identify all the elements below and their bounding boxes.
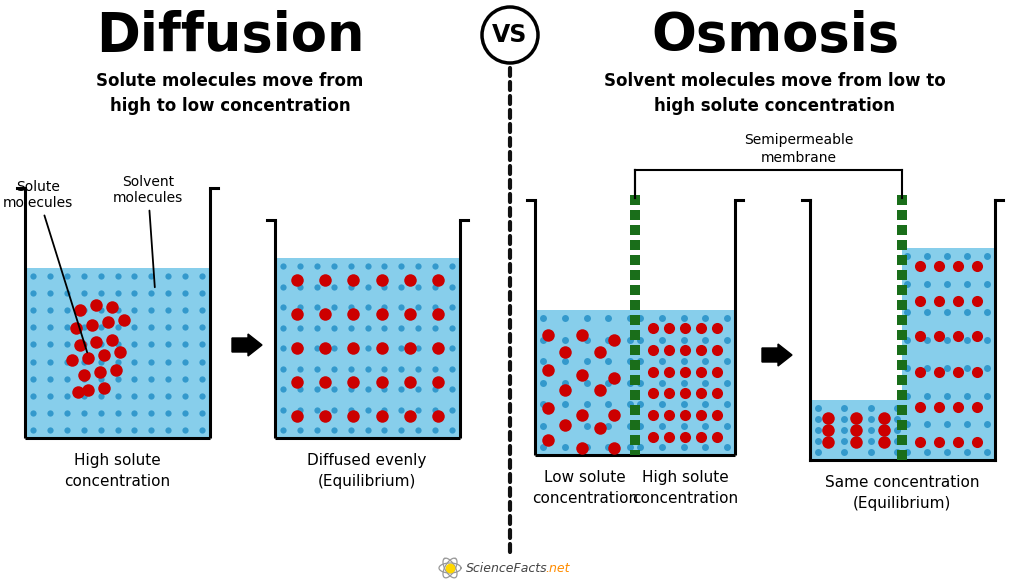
Bar bbox=[630, 210, 640, 220]
Bar bbox=[897, 315, 907, 325]
Polygon shape bbox=[811, 400, 902, 459]
Text: Diffusion: Diffusion bbox=[96, 10, 365, 62]
Bar bbox=[897, 390, 907, 400]
Text: .net: .net bbox=[545, 562, 569, 574]
Bar bbox=[630, 450, 640, 455]
Bar bbox=[897, 210, 907, 220]
Bar bbox=[630, 390, 640, 400]
Text: Same concentration
(Equilibrium): Same concentration (Equilibrium) bbox=[824, 475, 979, 511]
Polygon shape bbox=[276, 258, 459, 437]
Bar bbox=[897, 195, 907, 205]
Bar bbox=[897, 225, 907, 235]
Bar bbox=[897, 330, 907, 340]
Bar bbox=[630, 420, 640, 430]
Bar bbox=[630, 285, 640, 295]
Bar bbox=[630, 225, 640, 235]
Bar bbox=[630, 255, 640, 265]
Text: Semipermeable
membrane: Semipermeable membrane bbox=[743, 133, 853, 165]
Text: Osmosis: Osmosis bbox=[651, 10, 899, 62]
Bar bbox=[897, 285, 907, 295]
Bar bbox=[630, 405, 640, 415]
Bar bbox=[630, 345, 640, 355]
Bar bbox=[630, 330, 640, 340]
Polygon shape bbox=[537, 310, 734, 454]
Text: Solvent
molecules: Solvent molecules bbox=[113, 175, 183, 287]
Bar bbox=[630, 195, 640, 205]
Text: Diffused evenly
(Equilibrium): Diffused evenly (Equilibrium) bbox=[307, 453, 427, 489]
Bar bbox=[630, 300, 640, 310]
Text: Solute
molecules: Solute molecules bbox=[3, 180, 87, 352]
Text: Solute molecules move from
high to low concentration: Solute molecules move from high to low c… bbox=[96, 72, 364, 115]
Text: High solute
concentration: High solute concentration bbox=[63, 453, 170, 489]
Text: Low solute
concentration: Low solute concentration bbox=[531, 470, 638, 506]
Bar bbox=[897, 240, 907, 250]
Bar bbox=[630, 315, 640, 325]
Bar bbox=[897, 435, 907, 445]
Bar bbox=[630, 435, 640, 445]
Text: ScienceFacts: ScienceFacts bbox=[466, 562, 548, 574]
FancyArrow shape bbox=[762, 344, 792, 366]
Bar bbox=[897, 405, 907, 415]
Bar bbox=[897, 300, 907, 310]
Text: VS: VS bbox=[493, 23, 527, 47]
Polygon shape bbox=[26, 268, 209, 437]
Text: High solute
concentration: High solute concentration bbox=[632, 470, 738, 506]
Bar bbox=[897, 420, 907, 430]
Bar bbox=[630, 360, 640, 370]
Bar bbox=[897, 255, 907, 265]
Bar bbox=[897, 360, 907, 370]
Bar bbox=[897, 450, 907, 460]
FancyArrow shape bbox=[232, 334, 262, 356]
Bar bbox=[897, 375, 907, 385]
Bar bbox=[630, 375, 640, 385]
Text: Solvent molecules move from low to
high solute concentration: Solvent molecules move from low to high … bbox=[604, 72, 946, 115]
Bar bbox=[630, 270, 640, 280]
Bar bbox=[897, 270, 907, 280]
Bar bbox=[630, 240, 640, 250]
Polygon shape bbox=[902, 248, 994, 459]
Bar bbox=[897, 345, 907, 355]
